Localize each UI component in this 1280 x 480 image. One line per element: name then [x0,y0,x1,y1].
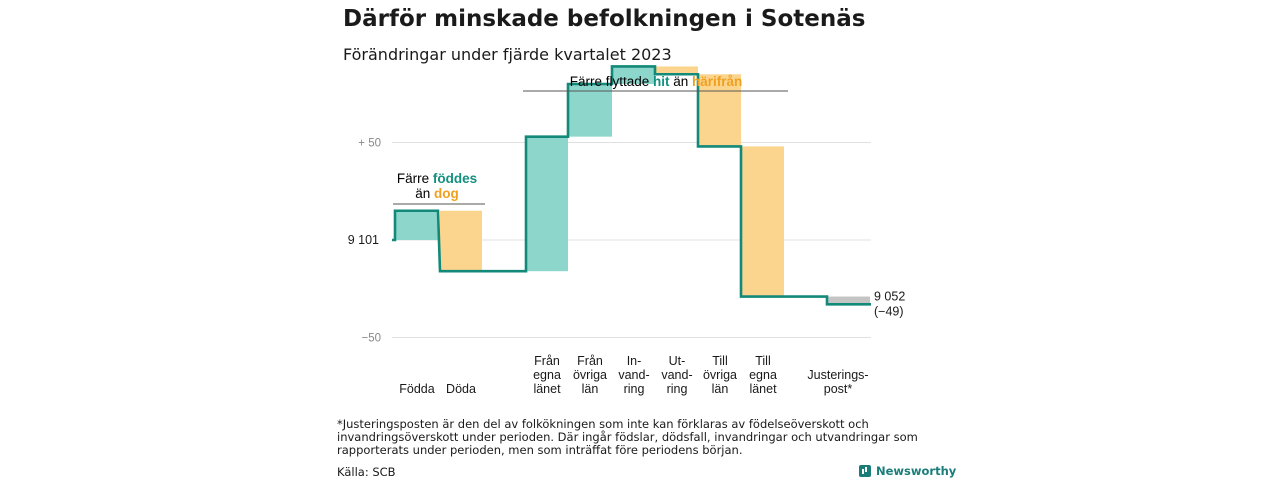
bar-5 [612,66,655,84]
y-tick-label-1: −50 [361,333,381,345]
x-tick-label-line: Till [712,354,728,368]
births-annotation-prefix: Färre [397,171,433,186]
migration-annotation-prefix: Färre flyttade [570,74,653,89]
bar-4 [568,84,612,137]
x-tick-label-line: länet [749,382,777,396]
x-tick-label-line: Från [577,354,603,368]
births-annotation-highlight: föddes [433,171,477,186]
x-tick-label-4: In-vand-ring [618,354,649,396]
x-tick-label-line: vand- [661,368,692,382]
x-tick-label-line: In- [627,354,642,368]
newsworthy-logo-icon [859,465,871,477]
x-tick-label-line: Ut- [669,354,686,368]
births-annotation-highlight2: dog [434,186,459,201]
bar-8 [741,146,784,297]
migration-annotation-middle: än [669,74,692,89]
x-tick-label-8: Justerings-post* [807,368,868,396]
x-tick-label-line: Döda [446,382,476,396]
bar-3 [526,136,568,272]
x-tick-label-line: Födda [399,382,434,396]
x-tick-label-line: övriga [573,368,607,382]
end-change-label: (−49) [874,304,904,318]
x-tick-label-5: Ut-vand-ring [661,354,692,396]
cumulative-step-line [392,65,871,306]
x-tick-label-3: Från övriga län [573,354,607,396]
births-annotation-line1: Färre föddes [397,171,477,186]
x-tick-label-2: Från egna länet [533,354,561,396]
births-annotation-prefix2: än [415,186,434,201]
births-annotation-line2: än dog [415,186,459,201]
x-tick-label-line: övriga [703,368,737,382]
migration-annotation-harifran: härifrån [692,74,742,89]
x-tick-label-1: Döda [446,382,476,396]
brand: Newsworthy [859,464,956,478]
x-tick-label-line: Till [755,354,771,368]
x-tick-label-line: län [582,382,599,396]
x-tick-label-line: post* [824,382,853,396]
start-value-label: 9 101 [348,233,379,247]
chart-subtitle: Förändringar under fjärde kvartalet 2023 [343,45,672,64]
source: Källa: SCB [337,465,396,479]
bar-1 [440,210,482,272]
x-tick-label-line: Från [534,354,560,368]
x-tick-label-7: Till egna länet [749,354,777,396]
migration-annotation-hit: hit [653,74,670,89]
x-tick-label-6: Till övriga län [703,354,737,396]
x-tick-label-line: Justerings- [807,368,868,382]
x-tick-label-line: län [712,382,729,396]
x-tick-label-line: ring [624,382,645,396]
x-tick-label-line: egna [533,368,561,382]
x-tick-label-0: Födda [399,382,434,396]
chart-title: Därför minskade befolkningen i Sotenäs [343,6,866,32]
bar-7 [698,74,741,147]
bar-10 [827,296,870,305]
x-tick-label-line: vand- [618,368,649,382]
x-tick-label-line: ring [667,382,688,396]
migration-annotation: Färre flyttade hit än härifrån [570,74,743,89]
end-value-label: 9 052 [874,289,905,303]
bar-6 [655,66,698,75]
bar-0 [395,210,438,240]
x-tick-label-line: länet [533,382,561,396]
x-tick-label-line: egna [749,368,777,382]
brand-name: Newsworthy [876,464,957,478]
y-tick-label-0: + 50 [358,138,381,150]
footnote: *Justeringsposten är den del av folkökni… [337,417,918,457]
